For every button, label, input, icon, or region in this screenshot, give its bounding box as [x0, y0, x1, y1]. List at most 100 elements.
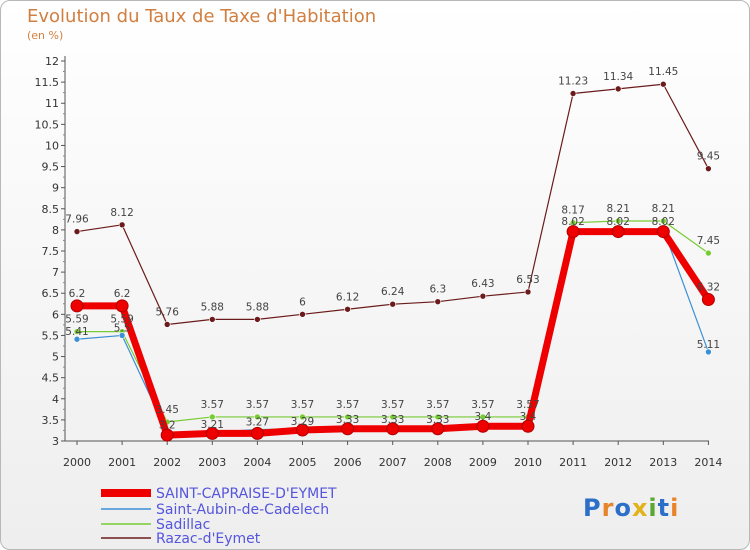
data-point — [611, 225, 625, 239]
data-point — [73, 228, 81, 235]
legend-label-3: Razac-d'Eymet — [156, 531, 261, 547]
chart-subtitle: (en %) — [27, 29, 64, 42]
y-tick-label: 8 — [52, 224, 59, 237]
logo-letter: i — [648, 494, 658, 522]
data-label: 3.4 — [520, 411, 537, 423]
x-tick-label: 2006 — [334, 456, 362, 469]
data-point — [659, 80, 667, 88]
data-label: 3.29 — [291, 416, 314, 428]
data-label: 3.57 — [381, 399, 404, 411]
data-point — [521, 419, 535, 433]
data-point — [705, 165, 712, 172]
data-label: 6.2 — [69, 288, 86, 300]
x-tick-label: 2005 — [289, 456, 317, 469]
x-tick-label: 2002 — [153, 456, 181, 469]
data-point — [209, 413, 216, 421]
y-tick-label: 12 — [45, 55, 59, 68]
data-label: 3.27 — [246, 417, 269, 429]
legend-label-0: SAINT-CAPRAISE-D'EYMET — [156, 486, 337, 502]
x-tick-label: 2014 — [694, 456, 722, 469]
data-label: 11.34 — [603, 71, 633, 83]
data-label: 6.53 — [516, 274, 539, 286]
data-point — [434, 298, 442, 305]
data-label: 8.12 — [110, 207, 133, 219]
y-tick-label: 6.5 — [42, 287, 60, 300]
data-label: 3.33 — [381, 414, 404, 426]
data-point — [299, 311, 306, 318]
data-label: 11.45 — [648, 66, 678, 78]
data-label: 5.76 — [156, 306, 180, 318]
data-point — [341, 422, 355, 436]
x-tick-label: 2011 — [559, 456, 587, 469]
data-label: 3.33 — [426, 414, 449, 426]
data-point — [524, 288, 532, 296]
series-line-2 — [77, 220, 709, 423]
data-point — [614, 85, 622, 93]
x-tick-label: 2008 — [424, 456, 452, 469]
data-point — [659, 217, 667, 225]
data-label: 8.21 — [607, 203, 630, 215]
x-tick-label: 2013 — [649, 456, 677, 469]
x-tick-label: 2001 — [108, 456, 136, 469]
y-tick-label: 4 — [52, 393, 59, 406]
logo-letter: o — [614, 494, 632, 522]
logo-letter: i — [670, 494, 680, 522]
data-label: 5.88 — [246, 301, 269, 313]
data-label: 11.23 — [558, 76, 588, 88]
data-label: 6.32 — [697, 282, 720, 294]
data-point — [569, 90, 577, 97]
y-tick-label: 7 — [52, 266, 59, 279]
data-label: 3.57 — [291, 399, 314, 411]
data-point — [115, 299, 129, 313]
data-label: 6.24 — [381, 286, 405, 298]
data-point — [656, 225, 670, 239]
legend-label-1: Saint-Aubin-de-Cadelech — [156, 502, 329, 518]
data-point — [344, 305, 351, 313]
y-tick-label: 10.5 — [35, 118, 60, 131]
data-point — [254, 413, 261, 421]
data-label: 3.57 — [336, 399, 359, 411]
x-tick-label: 2000 — [63, 456, 91, 469]
data-label: 5.88 — [201, 301, 224, 313]
data-point — [479, 292, 487, 300]
data-label: 5.41 — [65, 326, 88, 338]
data-point — [209, 316, 216, 323]
data-label: 3.4 — [475, 411, 492, 423]
logo-letter: x — [631, 494, 649, 522]
x-tick-label: 2012 — [604, 456, 632, 469]
data-label: 5.11 — [697, 339, 720, 351]
data-point — [389, 413, 397, 421]
y-tick-label: 10 — [45, 139, 59, 152]
data-point — [614, 217, 622, 225]
y-tick-label: 5 — [52, 351, 59, 364]
data-point — [434, 413, 442, 421]
data-point — [160, 428, 174, 442]
data-label: 3.57 — [426, 399, 449, 411]
data-label: 3.21 — [201, 419, 224, 431]
data-label: 6.3 — [429, 284, 446, 296]
data-point — [163, 321, 171, 328]
data-point — [705, 348, 712, 356]
data-label: 6.43 — [471, 278, 494, 290]
data-label: 6.12 — [336, 291, 359, 303]
data-point — [73, 335, 81, 343]
data-point — [118, 221, 126, 229]
data-point — [296, 423, 309, 437]
logo-letter: P — [583, 494, 602, 522]
data-label: 9.45 — [697, 151, 720, 163]
data-point — [386, 422, 400, 436]
data-label: 5.59 — [65, 314, 88, 326]
data-point — [250, 426, 264, 440]
data-label: 3.45 — [156, 404, 179, 416]
data-label: 8.17 — [561, 205, 584, 217]
data-point — [299, 413, 306, 421]
x-tick-label: 2009 — [469, 456, 497, 469]
data-label: 8.02 — [607, 216, 630, 228]
data-point — [344, 413, 351, 421]
data-label: 3.2 — [159, 420, 176, 432]
data-label: 8.21 — [652, 203, 675, 215]
data-point — [431, 422, 445, 436]
data-label: 3.57 — [201, 399, 224, 411]
